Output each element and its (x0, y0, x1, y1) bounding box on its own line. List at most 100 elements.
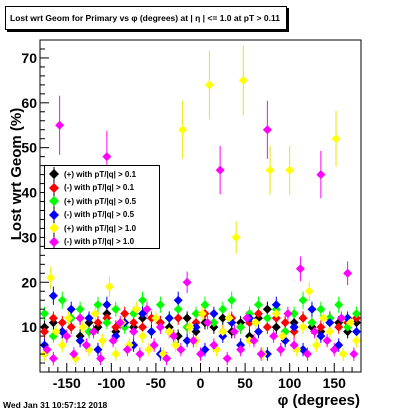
legend-marker (49, 167, 59, 181)
data-point-series-2 (138, 322, 148, 332)
data-point-series-5 (204, 80, 214, 90)
data-point-series-5 (97, 336, 107, 346)
data-point-series-4 (325, 318, 335, 328)
legend-label: (+) with pT/|q| > 0.1 (64, 169, 137, 179)
data-point-series-6 (203, 318, 213, 328)
data-point-series-5 (231, 232, 241, 242)
data-point-series-5 (251, 318, 261, 328)
data-point-series-5 (111, 349, 121, 359)
legend-entry: (+) with pT/|q| > 1.0 (45, 221, 161, 235)
y-tick-label: 30 (21, 229, 37, 245)
data-point-series-5 (57, 340, 67, 350)
x-tick-label: -100 (97, 375, 125, 391)
x-tick-label: 100 (278, 375, 302, 391)
data-point-series-4 (209, 309, 219, 319)
legend-marker (49, 234, 59, 249)
data-point-series-3 (236, 322, 246, 332)
data-point-series-4 (66, 304, 76, 314)
legend-entry: (-) with pT/|q| > 0.1 (45, 180, 161, 195)
data-point-series-1 (271, 322, 281, 332)
data-point-series-2 (66, 322, 76, 332)
data-point-series-2 (57, 318, 67, 328)
data-point-series-6 (48, 354, 58, 364)
data-point-series-6 (96, 354, 106, 364)
legend-marker (49, 221, 59, 235)
data-point-series-5 (138, 331, 148, 341)
data-point-series-2 (253, 309, 263, 319)
data-point-series-2 (316, 322, 326, 332)
y-tick-label: 20 (21, 274, 37, 290)
data-point-series-2 (298, 313, 308, 323)
axes (39, 39, 362, 373)
y-tick-label: 70 (21, 50, 37, 66)
legend: (+) with pT/|q| > 0.1 (-) with pT/|q| > 0… (44, 165, 160, 249)
data-point-series-1 (262, 304, 272, 314)
data-point-series-5 (78, 322, 88, 332)
x-tick-label: 0 (197, 375, 205, 391)
legend-marker (49, 180, 59, 195)
data-point-series-5 (131, 304, 141, 314)
legend-entry: (-) with pT/|q| > 0.5 (45, 207, 161, 222)
data-point-series-3 (289, 309, 299, 319)
data-point-series-3 (138, 295, 148, 305)
data-point-series-6 (349, 349, 359, 359)
data-point-series-3 (298, 295, 308, 305)
data-point-series-5 (90, 309, 100, 319)
data-point-series-2 (120, 309, 130, 319)
data-point-series-3 (352, 309, 362, 319)
data-point-series-5 (185, 322, 195, 332)
legend-marker (49, 194, 59, 208)
data-point-series-6 (135, 349, 145, 359)
data-point-series-2 (48, 313, 58, 323)
data-point-series-5 (151, 313, 161, 323)
data-point-series-5 (271, 309, 281, 319)
data-point-series-6 (316, 170, 326, 180)
data-point-series-3 (316, 304, 326, 314)
data-point-series-5 (304, 286, 314, 296)
data-point-series-6 (215, 165, 225, 175)
data-point-series-6 (115, 318, 125, 328)
x-axis-label: φ (degrees) (278, 392, 360, 409)
y-tick-label: 40 (21, 185, 37, 201)
data-point-series-6 (303, 349, 312, 359)
data-point-series-5 (352, 336, 362, 346)
data-point-series-6 (176, 345, 186, 355)
data-point-series-2 (262, 322, 272, 332)
legend-label: (-) with pT/|q| > 1.0 (64, 237, 135, 246)
data-point-series-5 (64, 313, 74, 323)
y-tick-label: 50 (21, 140, 37, 156)
data-point-series-6 (289, 340, 299, 350)
data-point-series-5 (224, 313, 234, 323)
data-point-series-3 (218, 304, 228, 314)
data-point-series-6 (129, 327, 139, 337)
data-point-series-5 (278, 331, 288, 341)
legend-entry: (-) with pT/|q| > 1.0 (45, 234, 161, 249)
data-point-series-6 (162, 354, 172, 364)
data-point-series-6 (42, 345, 52, 355)
data-point-series-2 (173, 313, 183, 323)
y-tick-label: 10 (21, 319, 37, 335)
data-point-series-3 (111, 304, 121, 314)
data-point-series-5 (331, 134, 341, 144)
data-point-series-5 (238, 75, 248, 85)
data-point-series-4 (271, 300, 281, 310)
data-point-series-6 (222, 354, 232, 364)
data-point-series-2 (39, 327, 49, 337)
data-point-series-4 (191, 322, 201, 332)
chart-title-box: Lost wrt Geom for Primary vs φ (degrees)… (5, 6, 287, 30)
data-point-series-5 (319, 313, 329, 323)
data-point-series-4 (146, 327, 156, 337)
data-point-series-4 (84, 313, 94, 323)
x-tick-label: -50 (146, 375, 166, 391)
data-point-series-6 (276, 345, 286, 355)
data-point-series-6 (236, 345, 246, 355)
legend-label: (-) with pT/|q| > 0.5 (64, 210, 135, 219)
data-point-series-3 (307, 318, 317, 328)
data-point-series-6 (295, 264, 305, 274)
data-point-series-4 (289, 322, 299, 332)
data-point-series-4 (164, 313, 174, 323)
data-point-series-6 (196, 349, 205, 359)
data-point-series-3 (173, 304, 183, 314)
data-point-series-6 (75, 313, 85, 323)
